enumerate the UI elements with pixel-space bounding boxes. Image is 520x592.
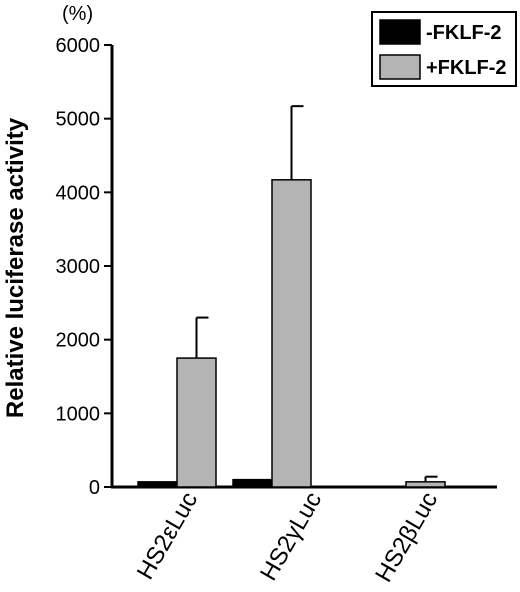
y-tick-label: 3000 [56,256,101,278]
legend-swatch [379,19,421,45]
bars [137,105,446,488]
y-axis-title: Relative luciferase activity [2,117,29,418]
legend-label: +FKLF-2 [426,57,507,79]
bar-plus-fklf2-1 [176,357,217,488]
category-label-3: HS2βLuc [370,488,443,587]
legend-label: -FKLF-2 [426,22,502,44]
bar-minus-fklf2-1 [137,481,178,488]
y-tick-label: 4000 [56,182,101,204]
y-tick-label: 0 [89,477,100,499]
y-tick-label: 2000 [56,330,101,352]
legend-swatch [379,54,421,80]
y-ticks: 0 1000 2000 3000 4000 5000 6000 [56,35,112,499]
legend: -FKLF-2 +FKLF-2 [371,11,517,87]
y-tick-label: 1000 [56,403,101,425]
category-label-1: HS2εLuc [132,488,203,585]
category-label-2: HS2γLuc [255,488,327,586]
bar-plus-fklf2-2 [271,179,312,488]
y-tick-label: 5000 [56,109,101,131]
category-labels: HS2εLuc HS2γLuc HS2βLuc [132,488,443,587]
bar-minus-fklf2-2 [232,478,273,488]
y-unit-label: (%) [62,3,93,25]
y-tick-label: 6000 [56,35,101,57]
bar-plus-fklf2-3 [405,481,446,488]
